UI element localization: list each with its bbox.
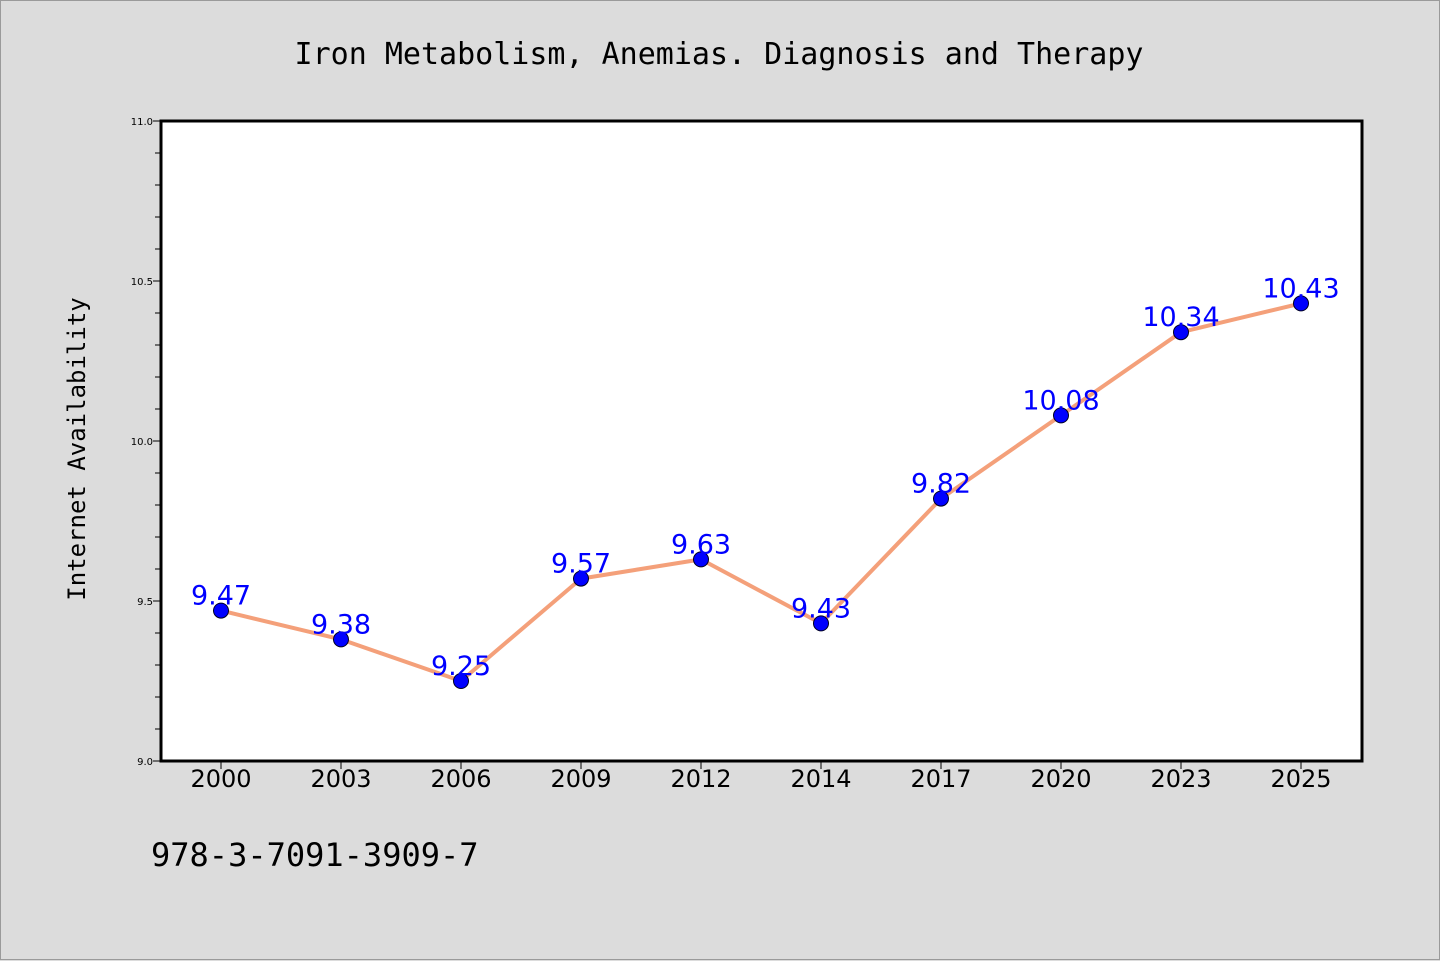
y-tick-label: 10.5 xyxy=(131,277,153,288)
data-point xyxy=(573,570,589,587)
data-label: 10.08 xyxy=(1022,385,1099,416)
chart-title: Iron Metabolism, Anemias. Diagnosis and … xyxy=(295,37,1144,72)
data-point xyxy=(1293,295,1309,312)
data-point xyxy=(1173,324,1189,341)
data-point xyxy=(933,490,949,507)
x-axis-ticks: 2000 2003 2006 2009 2012 2014 2017 2020 2023 2025 xyxy=(190,761,1332,793)
x-tick-label: 2003 xyxy=(310,765,371,793)
x-tick-label: 2000 xyxy=(190,765,251,793)
x-tick-label: 2012 xyxy=(670,765,731,793)
data-point xyxy=(813,615,829,632)
data-label: 9.47 xyxy=(191,581,251,612)
y-axis-label: Internet Availability xyxy=(63,297,91,600)
data-label: 9.82 xyxy=(911,469,971,500)
x-tick-label: 2009 xyxy=(550,765,611,793)
data-label: 9.43 xyxy=(791,593,851,624)
data-point xyxy=(453,673,469,689)
y-tick-label: 9.0 xyxy=(137,757,153,768)
series-layer: 9.47 9.38 9.25 9.57 9.63 9.43 9.82 10.08 10.34 10… xyxy=(191,273,1340,689)
x-tick-label: 2020 xyxy=(1030,765,1091,793)
x-tick-label: 2017 xyxy=(910,765,971,793)
data-label: 9.57 xyxy=(551,549,611,580)
data-label: 9.38 xyxy=(311,609,371,640)
series-line xyxy=(219,301,1303,683)
isbn-footer: 978-3-7091-3909-7 xyxy=(151,836,479,874)
data-point xyxy=(693,551,709,568)
x-tick-label: 2025 xyxy=(1270,765,1331,793)
data-point xyxy=(1053,407,1069,424)
data-label: 10.43 xyxy=(1262,273,1339,304)
plot-area xyxy=(159,119,1364,763)
data-label: 10.34 xyxy=(1142,302,1219,333)
x-tick-label: 2014 xyxy=(790,765,851,793)
x-tick-label: 2023 xyxy=(1150,765,1211,793)
y-tick-label: 9.5 xyxy=(137,597,153,608)
data-label: 9.25 xyxy=(431,651,491,682)
x-tick-label: 2006 xyxy=(430,765,491,793)
data-point xyxy=(213,602,229,619)
y-tick-label: 10.0 xyxy=(131,437,153,448)
data-point xyxy=(333,631,349,648)
y-axis-ticks: 9.0 9.5 10.0 10.5 11.0 xyxy=(131,117,161,768)
y-tick-label: 11.0 xyxy=(131,117,153,128)
data-label: 9.63 xyxy=(671,529,731,560)
